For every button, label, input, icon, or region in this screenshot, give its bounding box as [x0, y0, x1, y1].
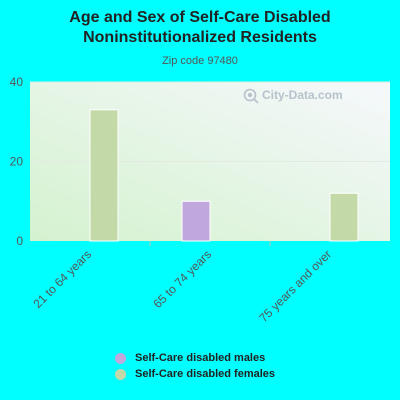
legend-swatch-females: [115, 368, 126, 380]
legend-swatch-males: [115, 352, 126, 364]
bar-females: [329, 192, 359, 242]
chart-subtitle: Zip code 97480: [162, 55, 238, 67]
bar-males: [181, 200, 211, 242]
legend-item-females: Self-Care disabled females: [115, 366, 275, 382]
y-axis: 0 20 40: [10, 75, 24, 248]
magnifier-globe-icon: [243, 88, 259, 104]
legend-label-males: Self-Care disabled males: [135, 352, 266, 364]
x-tick-label: 65 to 74 years: [150, 247, 214, 311]
y-tick-label: 20: [10, 155, 24, 169]
chart-title: Age and Sex of Self-Care Disabled Nonins…: [69, 9, 331, 46]
watermark-text: City-Data.com: [262, 88, 343, 102]
legend: Self-Care disabled males Self-Care disab…: [115, 350, 275, 382]
y-tick-label: 0: [16, 234, 23, 248]
legend-item-males: Self-Care disabled males: [115, 350, 275, 366]
x-tick-label: 75 years and over: [256, 247, 334, 325]
x-axis: 21 to 64 years 65 to 74 years 75 years and…: [30, 241, 334, 325]
y-tick-label: 40: [10, 75, 24, 89]
bars: [89, 109, 359, 242]
x-tick-label: 21 to 64 years: [30, 247, 94, 311]
legend-label-females: Self-Care disabled females: [135, 368, 276, 380]
watermark: City-Data.com: [243, 88, 343, 104]
bar-females: [89, 109, 119, 242]
